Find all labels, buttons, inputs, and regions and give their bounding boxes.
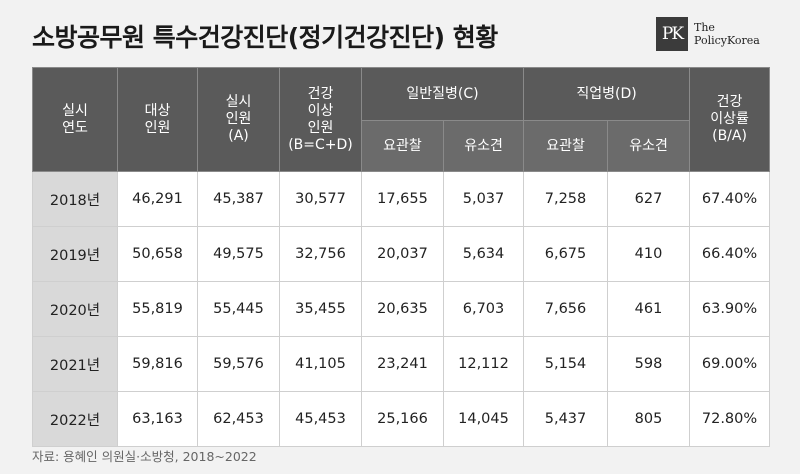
- table-cell: 627: [607, 171, 691, 227]
- table-cell: 59,576: [197, 336, 280, 392]
- table-cell: 6,703: [442, 281, 525, 337]
- table-cell: 41,105: [279, 336, 362, 392]
- table-cell: 59,816: [117, 336, 198, 392]
- table-cell: 5,154: [523, 336, 609, 392]
- health-exam-table: 실시 연도 대상 인원 실시 인원 (A) 건강 이상 인원 (B=C+D) 일…: [32, 67, 771, 447]
- table-cell: 14,045: [442, 391, 525, 447]
- table-cell: 7,656: [523, 281, 609, 337]
- logo-mark-icon: PK: [656, 17, 688, 51]
- table-cell: 49,575: [197, 226, 280, 282]
- table-cell: 20,635: [361, 281, 444, 337]
- logo-line-2: PolicyKorea: [694, 34, 760, 47]
- table-row: 2020년 55,819 55,445 35,455 20,635 6,703 …: [32, 281, 771, 337]
- table-cell: 17,655: [361, 171, 444, 227]
- table-cell: 7,258: [523, 171, 609, 227]
- year-cell: 2020년: [32, 281, 118, 337]
- year-cell: 2018년: [32, 171, 118, 227]
- table-cell: 23,241: [361, 336, 444, 392]
- header-occupational-findings: 유소견: [607, 120, 691, 172]
- year-cell: 2019년: [32, 226, 118, 282]
- header-abnormal-rate: 건강 이상률 (B/A): [689, 67, 771, 172]
- table-cell: 66.40%: [689, 226, 771, 282]
- table-cell: 6,675: [523, 226, 609, 282]
- table-cell: 32,756: [279, 226, 362, 282]
- table-cell: 20,037: [361, 226, 444, 282]
- table-cell: 35,455: [279, 281, 362, 337]
- table-cell: 805: [607, 391, 691, 447]
- table-cell: 50,658: [117, 226, 198, 282]
- table-cell: 12,112: [442, 336, 525, 392]
- table-cell: 25,166: [361, 391, 444, 447]
- year-cell: 2022년: [32, 391, 118, 447]
- table-cell: 63,163: [117, 391, 198, 447]
- table-cell: 62,453: [197, 391, 280, 447]
- header-general-observe: 요관찰: [361, 120, 444, 172]
- header-examined: 실시 인원 (A): [197, 67, 280, 172]
- table-cell: 72.80%: [689, 391, 771, 447]
- table-cell: 55,819: [117, 281, 198, 337]
- table-cell: 63.90%: [689, 281, 771, 337]
- table-cell: 5,437: [523, 391, 609, 447]
- logo-line-1: The: [694, 21, 715, 34]
- year-cell: 2021년: [32, 336, 118, 392]
- table-cell: 45,453: [279, 391, 362, 447]
- source-note: 자료: 용혜인 의원실·소방청, 2018~2022: [32, 449, 257, 464]
- table-row: 2021년 59,816 59,576 41,105 23,241 12,112…: [32, 336, 771, 392]
- header-general-findings: 유소견: [442, 120, 525, 172]
- table-row: 2022년 63,163 62,453 45,453 25,166 14,045…: [32, 391, 771, 447]
- logo-text: The PolicyKorea: [694, 21, 760, 47]
- header-occupational-observe: 요관찰: [523, 120, 609, 172]
- header-year: 실시 연도: [32, 67, 118, 172]
- header-target: 대상 인원: [117, 67, 198, 172]
- table-cell: 461: [607, 281, 691, 337]
- table-cell: 30,577: [279, 171, 362, 227]
- table-cell: 67.40%: [689, 171, 771, 227]
- table-cell: 46,291: [117, 171, 198, 227]
- table-cell: 5,634: [442, 226, 525, 282]
- header-abnormal: 건강 이상 인원 (B=C+D): [279, 67, 362, 172]
- table-cell: 55,445: [197, 281, 280, 337]
- table-cell: 45,387: [197, 171, 280, 227]
- table-cell: 598: [607, 336, 691, 392]
- table-cell: 410: [607, 226, 691, 282]
- brand-logo: PK The PolicyKorea: [656, 17, 760, 51]
- table-row: 2019년 50,658 49,575 32,756 20,037 5,634 …: [32, 226, 771, 282]
- page-title: 소방공무원 특수건강진단(정기건강진단) 현황: [32, 23, 498, 52]
- header-general-disease: 일반질병(C): [360, 67, 525, 121]
- table-cell: 5,037: [442, 171, 525, 227]
- table-cell: 69.00%: [689, 336, 771, 392]
- table-row: 2018년 46,291 45,387 30,577 17,655 5,037 …: [32, 171, 771, 227]
- header-occupational-disease: 직업병(D): [523, 67, 691, 121]
